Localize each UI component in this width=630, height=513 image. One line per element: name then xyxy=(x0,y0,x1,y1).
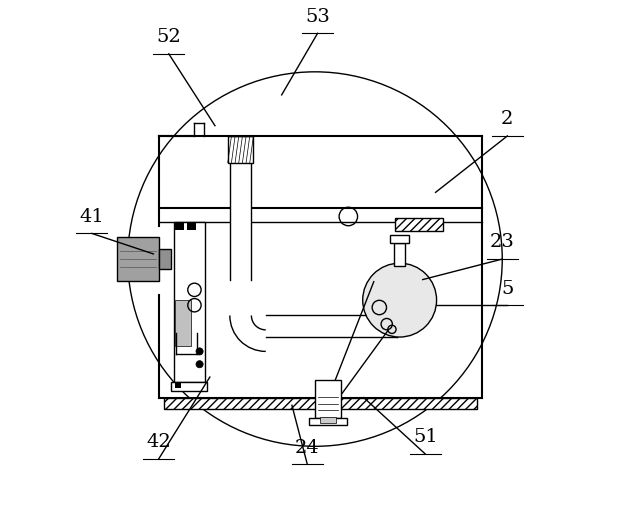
Bar xyxy=(171,382,207,391)
Bar xyxy=(176,383,181,388)
Bar xyxy=(315,380,341,418)
Circle shape xyxy=(363,263,437,337)
Text: 41: 41 xyxy=(79,208,104,226)
Circle shape xyxy=(196,348,203,355)
Bar xyxy=(230,136,251,280)
Bar xyxy=(175,300,192,346)
Bar xyxy=(164,398,476,409)
Text: 42: 42 xyxy=(146,433,171,451)
Bar xyxy=(174,222,205,382)
Bar xyxy=(117,238,159,281)
Text: 23: 23 xyxy=(490,233,515,251)
Text: 52: 52 xyxy=(156,28,181,46)
Polygon shape xyxy=(230,315,266,351)
Bar xyxy=(186,222,196,230)
Circle shape xyxy=(196,361,203,368)
Bar xyxy=(320,417,336,423)
Bar xyxy=(394,243,405,266)
Text: 53: 53 xyxy=(305,8,330,26)
Text: 24: 24 xyxy=(295,439,319,457)
Text: 51: 51 xyxy=(413,428,438,446)
Bar xyxy=(175,222,184,230)
Bar xyxy=(159,249,171,269)
Text: 5: 5 xyxy=(501,280,513,298)
Bar xyxy=(309,418,346,425)
Bar xyxy=(394,218,444,231)
Text: 2: 2 xyxy=(501,110,513,128)
Bar xyxy=(228,136,253,163)
Bar xyxy=(391,235,409,243)
